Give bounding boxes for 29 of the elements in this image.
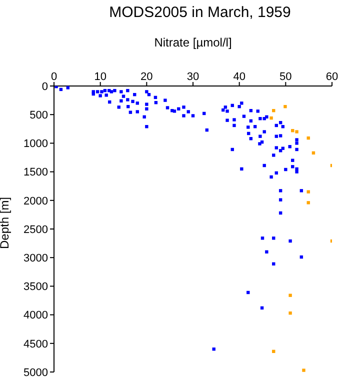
y-tick-label: 2500: [24, 224, 48, 236]
y-tick-label: 1000: [24, 138, 48, 150]
point: [288, 311, 292, 315]
y-tick-label: 4500: [24, 338, 48, 350]
chart-title: MODS2005 in March, 1959: [108, 3, 292, 23]
y-tick-label: 0: [42, 80, 48, 93]
point: [295, 130, 298, 134]
x-tick-label: 20: [140, 71, 153, 83]
x-tick-label: 30: [186, 71, 200, 83]
x-tick-label: 0: [50, 71, 58, 83]
y-tick-label: 3500: [24, 281, 48, 294]
y-tick-label: 5000: [24, 366, 48, 379]
point: [270, 116, 273, 120]
x-axis-title: Nitrate [µmol/l]: [154, 36, 232, 50]
y-tick-label: 500: [30, 110, 48, 122]
y-axis-title: Depth [m]: [0, 196, 12, 249]
point: [302, 368, 306, 372]
y-tick-label: 1500: [24, 166, 48, 179]
point: [288, 294, 292, 297]
point: [306, 201, 310, 204]
point: [284, 104, 287, 108]
y-tick-label: 3000: [24, 252, 48, 265]
x-tick-label: 10: [94, 71, 106, 83]
x-tick-label: 40: [233, 71, 246, 83]
x-tick-label: 50: [280, 71, 292, 83]
y-tick-label: 2000: [24, 195, 48, 208]
point: [306, 190, 310, 194]
y-tick-label: 4000: [24, 310, 48, 322]
x-tick-label: 60: [326, 71, 338, 83]
